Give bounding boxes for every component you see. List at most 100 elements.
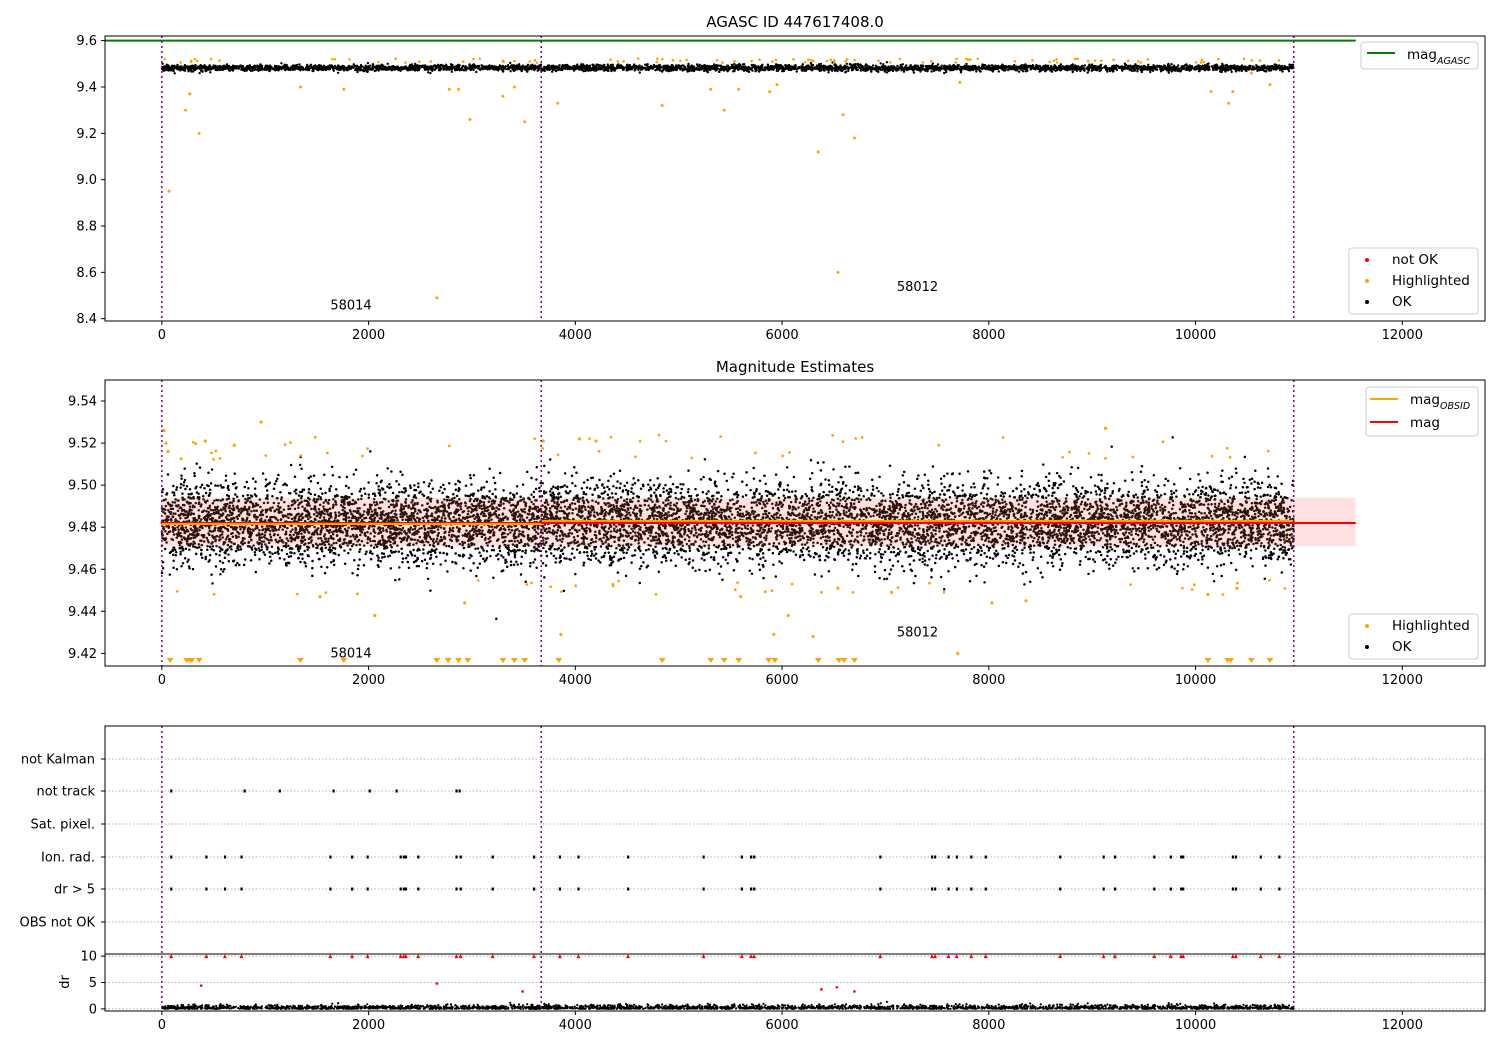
- ok-point: [280, 549, 284, 552]
- ok-point: [481, 67, 485, 71]
- ok-point: [203, 64, 206, 67]
- ok-point: [942, 66, 946, 69]
- highlighted-point: [1200, 58, 1204, 62]
- highlighted-point: [803, 60, 807, 64]
- ok-point: [173, 72, 176, 75]
- ok-point: [1221, 68, 1225, 72]
- ok-point: [638, 71, 641, 74]
- ok-point: [193, 68, 196, 72]
- ok-point: [1240, 68, 1243, 71]
- panel-1-title: AGASC ID 447617408.0: [706, 13, 884, 31]
- ok-point: [790, 68, 793, 72]
- ok-point: [638, 64, 641, 67]
- ok-point: [964, 548, 968, 551]
- ok-point: [575, 67, 578, 70]
- ok-point: [571, 67, 575, 70]
- ok-point: [835, 66, 839, 69]
- highlighted-point: [921, 61, 925, 64]
- ok-point: [900, 69, 903, 72]
- ok-point: [1098, 65, 1101, 68]
- ok-point: [429, 71, 432, 75]
- highlighted-point: [637, 57, 640, 60]
- highlighted-point: [829, 58, 833, 61]
- ok-point: [341, 64, 344, 68]
- ok-point: [225, 63, 229, 66]
- ok-point: [1086, 71, 1089, 74]
- ok-point: [298, 63, 301, 66]
- ok-point: [912, 71, 916, 74]
- highlighted-point: [1250, 59, 1254, 62]
- panel-1-frame: [104, 35, 1486, 322]
- highlighted-point: [447, 87, 451, 91]
- ok-point: [1224, 64, 1227, 67]
- ok-point: [705, 68, 708, 72]
- ok-point: [1279, 66, 1282, 69]
- ok-point: [548, 65, 551, 69]
- ok-point: [603, 63, 606, 67]
- ok-point: [707, 66, 710, 69]
- ok-point: [437, 63, 440, 66]
- ok-point: [658, 65, 662, 68]
- ok-point: [1249, 64, 1252, 68]
- ok-point: [885, 61, 889, 64]
- ok-point: [919, 70, 922, 73]
- ok-point: [627, 65, 630, 69]
- ok-point: [812, 67, 816, 70]
- ok-point: [822, 67, 825, 70]
- ok-point: [218, 553, 221, 557]
- ok-point: [530, 65, 533, 68]
- ok-point: [990, 64, 993, 67]
- ok-point: [1132, 69, 1136, 72]
- ok-point: [256, 68, 260, 71]
- highlighted-point: [733, 59, 736, 63]
- highlighted-point: [1242, 57, 1246, 61]
- ok-point: [798, 66, 801, 69]
- ok-point: [860, 64, 864, 68]
- y-tick-label: 9.2: [76, 127, 97, 142]
- ok-point: [733, 62, 736, 66]
- ok-point: [818, 63, 821, 66]
- highlighted-point: [1231, 90, 1235, 94]
- highlighted-point: [1052, 59, 1056, 63]
- ok-point: [442, 64, 446, 68]
- ok-point: [276, 66, 280, 70]
- ok-point: [932, 69, 936, 72]
- ok-point: [1255, 64, 1258, 67]
- ok-point: [210, 66, 213, 69]
- ok-point: [646, 62, 649, 66]
- ok-point: [592, 67, 595, 70]
- ok-point: [581, 496, 585, 499]
- ok-point: [1029, 64, 1032, 68]
- highlighted-point: [1055, 58, 1058, 61]
- ok-point: [887, 66, 890, 70]
- ok-point: [1055, 67, 1058, 70]
- ok-point: [603, 69, 606, 72]
- ok-point: [1115, 65, 1119, 68]
- ok-point: [456, 68, 459, 72]
- ok-point: [521, 65, 524, 68]
- highlighted-point: [1146, 58, 1150, 61]
- ok-point: [287, 68, 290, 72]
- ok-point: [193, 474, 196, 478]
- ok-point: [488, 66, 491, 69]
- ok-point: [532, 66, 536, 69]
- ok-point: [333, 64, 337, 68]
- ok-point: [1228, 66, 1231, 69]
- legend-agasc-line: magAGASC: [1360, 41, 1479, 70]
- highlighted-point: [877, 59, 880, 62]
- ok-point: [987, 549, 991, 552]
- ok-point: [1213, 502, 1217, 506]
- ok-point: [1014, 69, 1017, 72]
- ok-point: [930, 64, 934, 67]
- ok-point: [223, 67, 227, 71]
- ok-point: [332, 69, 335, 73]
- ok-point: [1255, 497, 1258, 501]
- ok-point: [335, 66, 339, 69]
- ok-point: [509, 563, 513, 567]
- highlighted-point: [1076, 57, 1079, 60]
- y-tick-label: 9.6: [76, 34, 97, 49]
- ok-point: [831, 485, 834, 489]
- ok-point: [1197, 66, 1200, 69]
- ok-point: [513, 64, 516, 67]
- highlighted-point: [1031, 59, 1034, 62]
